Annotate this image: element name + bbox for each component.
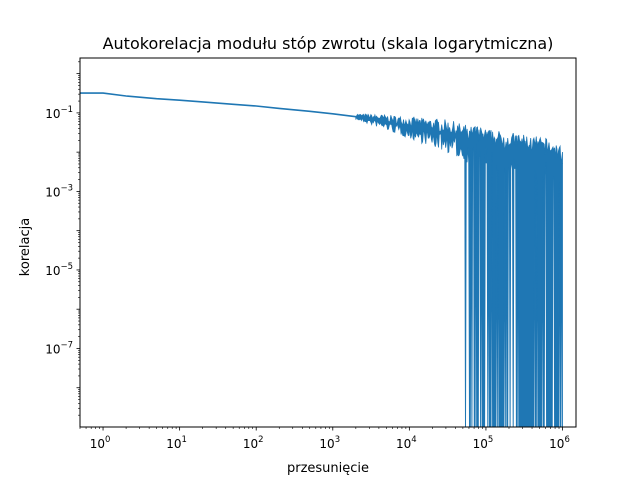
x-tick-label: 106 [549, 435, 570, 451]
x-tick-label: 102 [243, 435, 264, 451]
y-tick-label: 10−7 [45, 340, 73, 356]
x-tick-base: 10 [473, 437, 488, 451]
x-tick-base: 10 [243, 437, 258, 451]
y-tick-label: 10−5 [45, 262, 73, 278]
x-tick-exponent: 1 [182, 435, 187, 445]
x-tick-base: 10 [549, 437, 564, 451]
y-tick-base: 10 [45, 185, 60, 199]
series-noise-band [355, 113, 563, 427]
x-tick-label: 105 [473, 435, 494, 451]
x-tick-label: 101 [166, 435, 187, 451]
x-tick-base: 10 [166, 437, 181, 451]
y-tick-base: 10 [45, 264, 60, 278]
x-tick-label: 103 [319, 435, 340, 451]
x-tick-base: 10 [319, 437, 334, 451]
x-tick-exponent: 3 [335, 435, 340, 445]
y-tick-exponent: −7 [60, 340, 73, 350]
x-tick-base: 10 [396, 437, 411, 451]
y-tick-exponent: −1 [60, 105, 73, 115]
y-tick-label: 10−1 [45, 105, 73, 121]
y-axis-label: korelacja [18, 218, 33, 276]
x-axis-label: przesunięcie [287, 461, 369, 476]
x-tick-exponent: 4 [411, 435, 416, 445]
y-tick-label: 10−3 [45, 183, 73, 199]
y-tick-base: 10 [45, 342, 60, 356]
x-tick-exponent: 0 [105, 435, 110, 445]
y-tick-exponent: −3 [60, 183, 73, 193]
x-tick-exponent: 2 [258, 435, 263, 445]
y-tick-base: 10 [45, 107, 60, 121]
x-tick-label: 104 [396, 435, 417, 451]
series-group [80, 92, 563, 427]
x-tick-exponent: 6 [564, 435, 569, 445]
x-tick-base: 10 [90, 437, 105, 451]
y-tick-exponent: −5 [60, 262, 73, 272]
x-tick-exponent: 5 [488, 435, 493, 445]
chart-title: Autokorelacja modułu stóp zwrotu (skala … [103, 34, 554, 53]
x-tick-label: 100 [90, 435, 111, 451]
